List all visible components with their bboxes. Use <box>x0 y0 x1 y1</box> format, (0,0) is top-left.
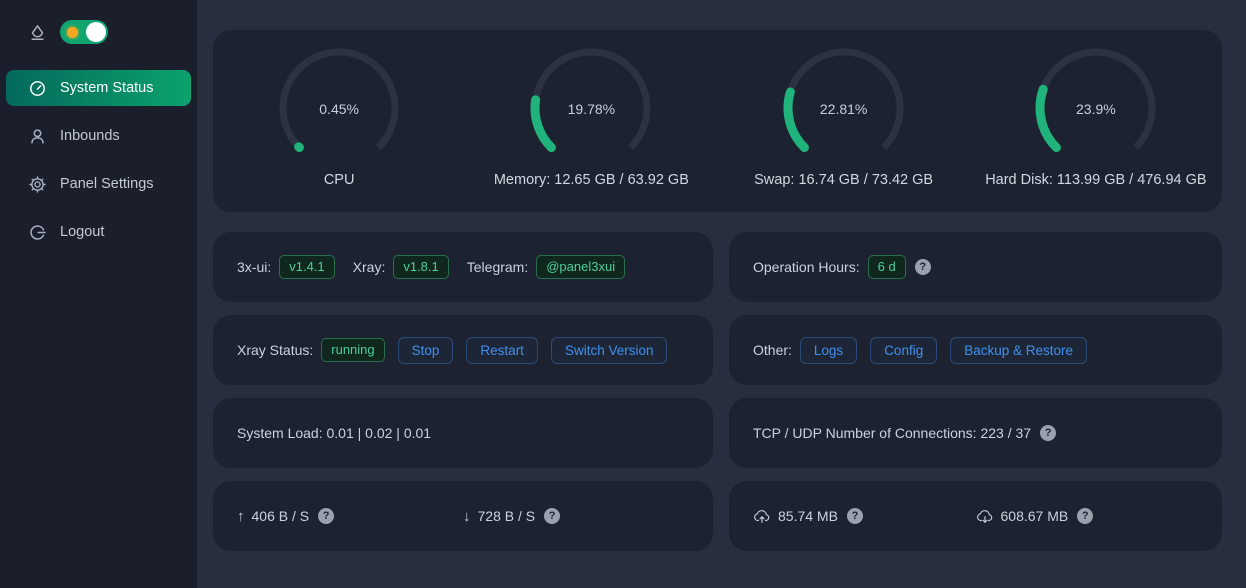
operation-hours-label: Operation Hours: <box>753 259 860 275</box>
xray-version-tag[interactable]: v1.8.1 <box>393 255 449 279</box>
connections-card: TCP / UDP Number of Connections: 223 / 3… <box>729 398 1222 468</box>
swap-label: Swap: 16.74 GB / 73.42 GB <box>754 172 934 188</box>
logs-button[interactable]: Logs <box>799 336 858 364</box>
cloud-download-icon <box>976 508 994 524</box>
arrow-up-icon <box>237 508 245 525</box>
swap-percent: 22.81% <box>819 101 868 117</box>
main-content: 0.45% CPU 19.78% Memory: 12.65 GB / 63.9… <box>197 0 1246 588</box>
memory-label: Memory: 12.65 GB / 63.92 GB <box>493 172 689 188</box>
gauge-hard-disk: 23.9% Hard Disk: 113.99 GB / 476.94 GB <box>970 48 1222 188</box>
network-speed-card: 406 B / S 728 B / S <box>213 481 713 551</box>
xray-status-tag: running <box>321 338 385 362</box>
toggle-knob <box>86 22 106 42</box>
stop-button[interactable]: Stop <box>397 336 454 364</box>
xray-status-label: Xray Status: <box>237 342 314 358</box>
cpu-percent: 0.45% <box>319 101 359 117</box>
download-speed-text: 728 B / S <box>477 508 536 524</box>
app-version-tag[interactable]: v1.4.1 <box>279 255 335 279</box>
cloud-upload-icon <box>753 508 771 524</box>
sidebar-item-system-status[interactable]: System Status <box>6 70 191 106</box>
hard-disk-gauge-chart: 23.9% <box>1026 48 1166 166</box>
memory-percent: 19.78% <box>567 101 616 117</box>
xray-version-label: Xray: <box>352 259 386 275</box>
config-button[interactable]: Config <box>870 336 938 364</box>
sidebar-item-logout[interactable]: Logout <box>6 214 191 250</box>
total-upload-text: 85.74 MB <box>778 508 838 524</box>
telegram-tag[interactable]: @panel3xui <box>536 255 626 279</box>
upload-speed-text: 406 B / S <box>251 508 310 524</box>
gauge-swap: 22.81% Swap: 16.74 GB / 73.42 GB <box>718 48 970 188</box>
system-load-text: System Load: 0.01 | 0.02 | 0.01 <box>237 425 432 441</box>
cpu-label: CPU <box>323 172 355 188</box>
gear-icon <box>29 175 46 193</box>
sidebar-item-label: Logout <box>60 224 105 240</box>
sidebar-menu: System Status Inbounds <box>0 70 197 250</box>
network-totals-card: 85.74 MB 608.67 MB <box>729 481 1222 551</box>
versions-card: 3x-ui: v1.4.1 Xray: v1.8.1 Telegram: @pa… <box>213 232 713 302</box>
dashboard-icon <box>29 80 46 97</box>
telegram-label: Telegram: <box>466 259 529 275</box>
hard-disk-percent: 23.9% <box>1076 101 1116 117</box>
other-actions-card: Other: Logs Config Backup & Restore <box>729 315 1222 385</box>
swap-gauge-chart: 22.81% <box>774 48 914 166</box>
info-row-4: 406 B / S 728 B / S 85.74 MB <box>213 481 1222 551</box>
user-icon <box>29 128 46 145</box>
theme-toggle[interactable] <box>60 20 108 44</box>
upload-speed: 406 B / S <box>237 508 463 525</box>
total-upload: 85.74 MB <box>753 508 976 524</box>
backup-restore-button[interactable]: Backup & Restore <box>950 336 1088 364</box>
gauge-memory: 19.78% Memory: 12.65 GB / 63.92 GB <box>465 48 717 188</box>
gauge-cpu: 0.45% CPU <box>213 48 465 188</box>
sidebar-header <box>0 0 197 48</box>
operation-hours-card: Operation Hours: 6 d <box>729 232 1222 302</box>
sidebar-item-label: Panel Settings <box>60 176 154 192</box>
xray-status-card: Xray Status: running Stop Restart Switch… <box>213 315 713 385</box>
info-row-2: Xray Status: running Stop Restart Switch… <box>213 315 1222 385</box>
info-row-3: System Load: 0.01 | 0.02 | 0.01 TCP / UD… <box>213 398 1222 468</box>
total-download: 608.67 MB <box>976 508 1199 524</box>
hard-disk-label: Hard Disk: 113.99 GB / 476.94 GB <box>985 172 1207 188</box>
help-icon[interactable] <box>1077 508 1094 524</box>
sidebar-item-panel-settings[interactable]: Panel Settings <box>6 166 191 202</box>
other-label: Other: <box>753 342 792 358</box>
switch-version-button[interactable]: Switch Version <box>550 336 668 364</box>
system-load-card: System Load: 0.01 | 0.02 | 0.01 <box>213 398 713 468</box>
system-status-card: 0.45% CPU 19.78% Memory: 12.65 GB / 63.9… <box>213 30 1222 212</box>
operation-hours-tag: 6 d <box>867 255 906 279</box>
help-icon[interactable] <box>1040 425 1057 441</box>
memory-gauge-chart: 19.78% <box>521 48 661 166</box>
help-icon[interactable] <box>846 508 863 524</box>
sidebar-item-inbounds[interactable]: Inbounds <box>6 118 191 154</box>
arrow-down-icon <box>463 508 471 525</box>
sidebar-item-label: System Status <box>60 80 154 96</box>
connections-text: TCP / UDP Number of Connections: 223 / 3… <box>753 425 1032 441</box>
sidebar: System Status Inbounds <box>0 0 197 588</box>
help-icon[interactable] <box>544 508 561 524</box>
restart-button[interactable]: Restart <box>466 336 538 364</box>
download-speed: 728 B / S <box>463 508 689 525</box>
help-icon[interactable] <box>914 259 931 275</box>
total-download-text: 608.67 MB <box>1000 508 1069 524</box>
sidebar-item-label: Inbounds <box>60 128 120 144</box>
info-row-1: 3x-ui: v1.4.1 Xray: v1.8.1 Telegram: @pa… <box>213 232 1222 302</box>
help-icon[interactable] <box>318 508 335 524</box>
theme-colors-icon <box>29 24 46 41</box>
sun-icon <box>67 26 78 38</box>
cpu-gauge-chart: 0.45% <box>269 48 409 166</box>
logout-icon <box>29 224 46 241</box>
app-version-label: 3x-ui: <box>237 259 272 275</box>
